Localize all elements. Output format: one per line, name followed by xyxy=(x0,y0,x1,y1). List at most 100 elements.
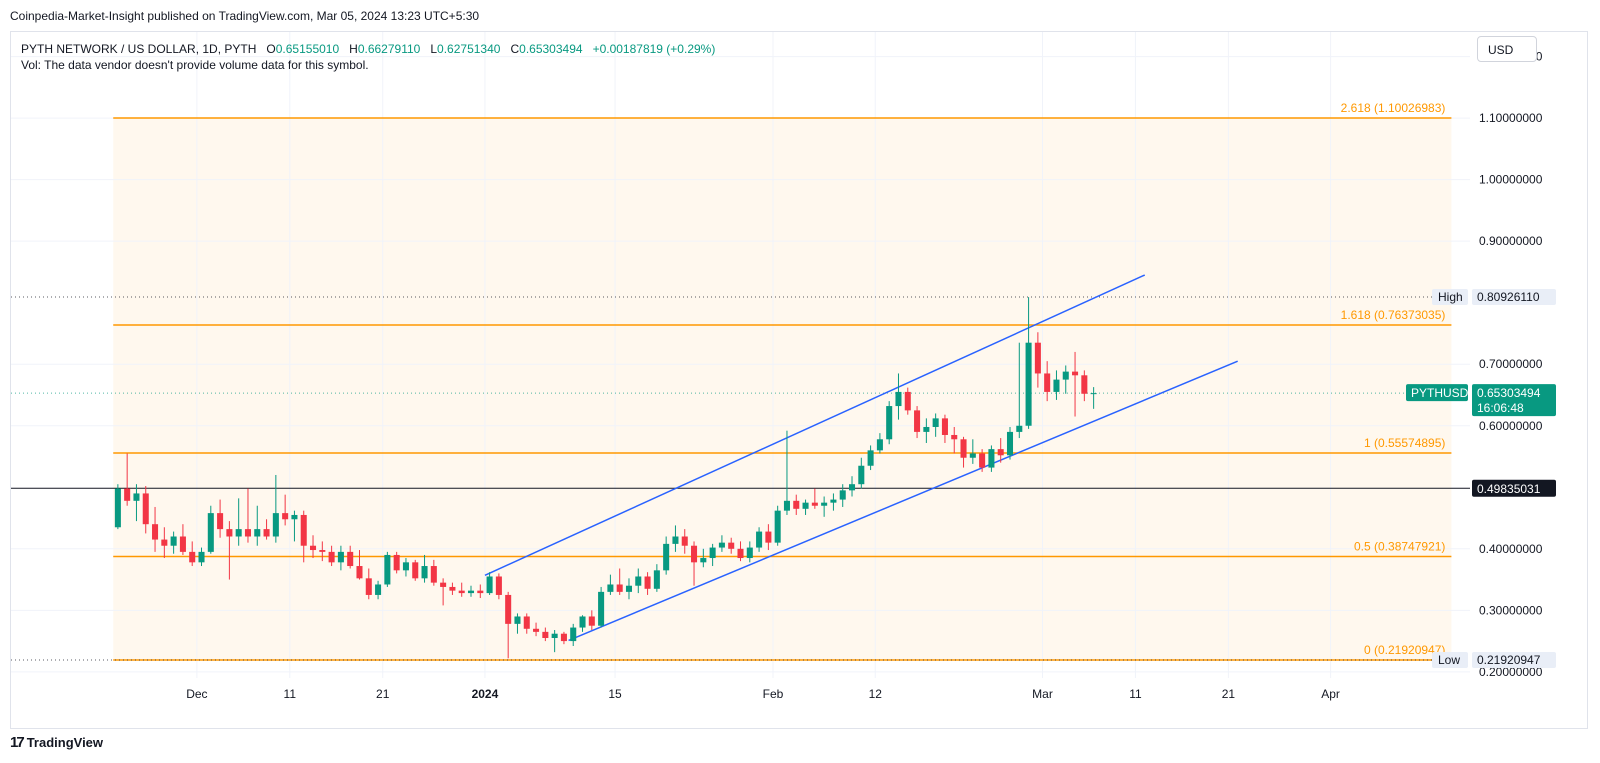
candle-down xyxy=(365,578,372,595)
candle-up xyxy=(802,502,809,509)
candle-down xyxy=(960,439,967,458)
x-tick-label: Mar xyxy=(1032,687,1053,701)
x-tick-label: Feb xyxy=(763,687,784,701)
candle-down xyxy=(440,582,447,587)
candle-up xyxy=(1062,371,1069,380)
close-label: C xyxy=(510,42,520,56)
candle-down xyxy=(523,616,530,629)
y-tick-label: 0.70000000 xyxy=(1479,357,1543,371)
candle-down xyxy=(356,566,363,579)
candle-down xyxy=(616,584,623,592)
tradingview-logo[interactable]: 17 TradingView xyxy=(10,734,103,751)
symbol-tag-text: PYTHUSD xyxy=(1411,386,1469,400)
candle-down xyxy=(560,633,567,642)
chart-frame xyxy=(10,31,1588,729)
candle-down xyxy=(142,493,149,525)
candle-down xyxy=(161,539,168,546)
candle-up xyxy=(709,547,716,559)
candle-up xyxy=(254,529,261,537)
candle-up xyxy=(718,542,725,548)
fib-retracement-layer: 2.618 (1.10026983) 1.618 (0.76373035) 1 (0… xyxy=(11,101,1470,661)
high-marker-value: 0.80926110 xyxy=(1477,290,1540,304)
y-tick-label: 0.20000000 xyxy=(1479,665,1543,679)
candle-up xyxy=(570,627,577,642)
legend-symbol: PYTH NETWORK / US DOLLAR, 1D, PYTH xyxy=(21,42,257,56)
x-tick-label: 11 xyxy=(284,687,297,701)
candle-up xyxy=(848,484,856,491)
fib-level-label: 0 (0.21920947) xyxy=(1364,643,1445,657)
low-marker-label-box xyxy=(1432,652,1468,669)
candle-down xyxy=(226,529,233,537)
candle-down xyxy=(477,590,484,594)
currency-button[interactable]: USD xyxy=(1477,36,1537,62)
channel-lower-line xyxy=(568,360,1238,642)
tradingview-logo-text: TradingView xyxy=(26,735,104,750)
x-tick-label: 12 xyxy=(869,687,883,701)
candle-down xyxy=(904,391,911,411)
candle-down xyxy=(1072,371,1079,376)
candle-up xyxy=(886,406,893,440)
candle-up xyxy=(1016,425,1023,432)
candle-down xyxy=(263,529,270,537)
channel-upper-line xyxy=(484,274,1146,576)
candle-down xyxy=(328,551,335,563)
candle-down xyxy=(319,550,326,552)
open-value: 0.65155010 xyxy=(275,42,340,56)
candle-down xyxy=(179,536,186,552)
candle-down xyxy=(449,586,456,591)
candle-down xyxy=(681,536,688,546)
high-label: H xyxy=(349,42,358,56)
x-tick-label: 15 xyxy=(608,687,622,701)
candle-up xyxy=(746,547,753,559)
low-marker-value-box xyxy=(1472,652,1556,669)
candle-down xyxy=(505,594,512,624)
x-tick-label: 2024 xyxy=(472,687,499,701)
candle-down xyxy=(152,524,159,540)
candle-down xyxy=(951,434,958,440)
candle-down xyxy=(691,545,698,563)
ohlc-legend: PYTH NETWORK / US DOLLAR, 1D, PYTH O0.65… xyxy=(21,40,715,58)
candle-down xyxy=(1034,342,1041,374)
candle-down xyxy=(644,576,651,589)
candle-up xyxy=(635,576,642,586)
x-tick-label: 21 xyxy=(376,687,390,701)
open-label: O xyxy=(266,42,276,56)
volume-note: Vol: The data vendor doesn't provide vol… xyxy=(21,58,369,72)
candles-layer xyxy=(114,297,1097,659)
candle-up xyxy=(133,493,140,501)
candle-down xyxy=(1081,375,1088,394)
candle-up xyxy=(486,576,493,594)
candle-up xyxy=(625,585,633,592)
candle-up xyxy=(375,584,382,595)
low-label: L xyxy=(430,42,438,56)
last-price-tag-text: 0.65303494 xyxy=(1477,386,1541,400)
grid-layer xyxy=(11,32,1470,678)
candle-down xyxy=(533,628,540,632)
candle-down xyxy=(412,562,419,579)
candle-down xyxy=(765,531,772,543)
candle-up xyxy=(830,499,837,503)
low-marker-value: 0.21920947 xyxy=(1477,653,1541,667)
candle-up xyxy=(1025,342,1032,426)
last-price-tag-box xyxy=(1472,384,1556,417)
candle-up xyxy=(467,590,475,594)
y-tick-label: 1.10000000 xyxy=(1479,111,1543,125)
candle-up xyxy=(969,453,976,458)
candle-down xyxy=(189,551,196,563)
candle-up xyxy=(337,551,344,563)
candle-down xyxy=(914,410,921,432)
horizontal-line-tag-box xyxy=(1472,479,1556,497)
symbol-tag-box xyxy=(1406,384,1468,402)
candle-up xyxy=(198,551,205,563)
candle-down xyxy=(393,554,400,571)
high-marker-label-box xyxy=(1432,289,1468,306)
fib-zone-background xyxy=(113,117,1452,661)
candle-up xyxy=(607,584,614,592)
candle-down xyxy=(811,502,818,506)
candle-up xyxy=(774,510,781,543)
high-value: 0.66279110 xyxy=(357,42,421,56)
candle-down xyxy=(282,513,289,520)
candle-up xyxy=(579,616,586,628)
publish-info: Coinpedia-Market-Insight published on Tr… xyxy=(10,9,480,23)
